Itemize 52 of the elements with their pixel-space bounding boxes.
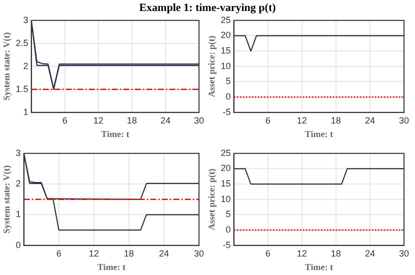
- chart-title: Example 1: time-varying p(t): [138, 2, 277, 14]
- x-tick-label: 12: [296, 115, 307, 126]
- x-tick-label: 6: [265, 115, 270, 126]
- y-tick-label: 10: [220, 60, 231, 71]
- y-tick-label: 20: [220, 30, 231, 40]
- y-tick-label: 0: [226, 92, 231, 102]
- y-tick-label: 1: [16, 209, 21, 220]
- y-tick-label: 5: [226, 76, 231, 86]
- x-tick-label: 6: [56, 248, 62, 258]
- y-tick-label: 2.5: [16, 38, 28, 48]
- y-tick-label: 3: [23, 14, 28, 25]
- y-tick-label: 25: [220, 148, 231, 158]
- y-tick-label: 20: [220, 163, 231, 174]
- y-tick-label: -5: [222, 106, 231, 117]
- y-tick-label: 10: [220, 194, 231, 204]
- x-tick-label: 30: [194, 248, 204, 258]
- x-tick-label: 24: [158, 248, 169, 258]
- y-tick-label: 25: [220, 14, 231, 25]
- y-axis-title: Asset price: p(t): [206, 168, 217, 230]
- x-tick-label: 24: [364, 248, 375, 258]
- y-tick-label: 1: [23, 106, 28, 117]
- x-tick-label: 6: [62, 115, 68, 126]
- x-tick-label: 18: [124, 248, 134, 258]
- x-axis-title: Time: t: [304, 128, 333, 139]
- y-tick-label: 5: [226, 209, 231, 220]
- y-tick-label: 1.5: [16, 84, 28, 94]
- x-tick-label: 18: [126, 115, 137, 126]
- x-tick-label: 12: [88, 248, 99, 258]
- y-tick-label: 15: [220, 178, 231, 189]
- x-tick-label: 12: [93, 115, 104, 126]
- x-tick-label: 18: [330, 248, 341, 258]
- y-axis-title: System state: V(t): [2, 165, 12, 234]
- x-axis-title: Time: t: [97, 262, 126, 272]
- y-axis-title: Asset price: p(t): [206, 36, 217, 98]
- y-tick-label: 3: [16, 148, 21, 158]
- x-tick-label: 24: [160, 115, 170, 126]
- y-tick-label: 2: [16, 178, 21, 189]
- y-tick-label: 0: [16, 240, 21, 250]
- y-tick-label: 15: [220, 46, 231, 56]
- y-axis-title: System state: V(t): [2, 32, 12, 101]
- x-tick-label: 30: [398, 248, 409, 258]
- x-tick-label: 18: [330, 115, 341, 126]
- x-axis-title: Time: t: [304, 262, 333, 272]
- x-tick-label: 24: [364, 115, 375, 126]
- x-axis-title: Time: t: [101, 128, 130, 139]
- x-tick-label: 6: [265, 248, 270, 258]
- y-tick-label: 2: [23, 60, 28, 71]
- x-tick-label: 30: [194, 115, 204, 126]
- x-tick-label: 12: [296, 248, 307, 258]
- x-tick-label: 30: [398, 115, 409, 126]
- y-tick-label: -5: [222, 240, 231, 250]
- y-tick-label: 0: [226, 224, 231, 235]
